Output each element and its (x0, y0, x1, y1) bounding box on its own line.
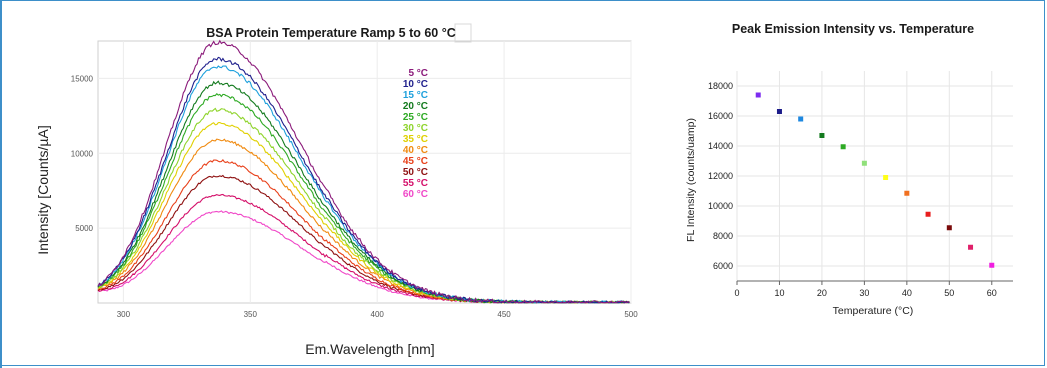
scatter-x-tick-label: 50 (944, 288, 954, 298)
spectra-x-tick-label: 500 (624, 310, 638, 319)
spectra-y-ticks: 5000 10000 15000 (71, 74, 94, 233)
frame-accent (0, 0, 2, 368)
spectra-y-tick-label: 5000 (75, 224, 93, 233)
spectra-x-ticks: 300 350 400 450 500 (117, 310, 639, 319)
spectra-curves (97, 39, 630, 304)
legend-entry: 55 °C (403, 178, 428, 189)
scatter-y-tick-label: 8000 (713, 231, 733, 241)
spectrum-line (97, 56, 630, 304)
spectra-legend: 5 °C10 °C15 °C20 °C25 °C30 °C35 °C40 °C4… (403, 68, 428, 200)
scatter-y-tick-label: 18000 (708, 81, 733, 91)
spectra-x-tick-label: 400 (371, 310, 385, 319)
scatter-y-tick-label: 12000 (708, 171, 733, 181)
spectra-x-tick-label: 350 (244, 310, 258, 319)
scatter-point (798, 116, 804, 122)
scatter-point (904, 190, 910, 196)
scatter-point (755, 92, 761, 98)
scatter-y-label: FL Intensity (counts/uamp) (685, 118, 697, 242)
legend-entry: 30 °C (403, 123, 428, 134)
scatter-y-tick-label: 16000 (708, 111, 733, 121)
scatter-point (968, 244, 974, 250)
scatter-title: Peak Emission Intensity vs. Temperature (732, 22, 974, 36)
scatter-point (989, 262, 995, 268)
legend-entry: 50 °C (403, 167, 428, 178)
scatter-x-tick-label: 0 (734, 288, 739, 298)
legend-entry: 60 °C (403, 189, 428, 200)
scatter-x-tick-label: 10 (774, 288, 784, 298)
peak-scatter-chart: 0 10 20 30 40 50 60 6000 8000 10000 12000 14000 160… (685, 22, 1013, 317)
spectra-y-tick-label: 10000 (71, 149, 94, 158)
legend-entry: 25 °C (403, 112, 428, 123)
legend-entry: 45 °C (403, 156, 428, 167)
scatter-point (925, 211, 931, 217)
spectra-y-label: Intensity [Counts/µA] (35, 125, 51, 254)
scatter-grid (736, 71, 1013, 285)
scatter-point (883, 175, 889, 180)
scatter-point (946, 225, 952, 231)
legend-entry: 35 °C (403, 134, 428, 145)
spectra-x-label: Em.Wavelength [nm] (305, 341, 434, 357)
spectra-chart: 300 350 400 450 500 5000 10000 15000 5 °C10 °C… (35, 23, 639, 357)
scatter-x-tick-label: 30 (859, 288, 869, 298)
legend-entry: 10 °C (403, 79, 428, 90)
scatter-y-tick-label: 10000 (708, 201, 733, 211)
scatter-x-label: Temperature (°C) (833, 305, 914, 317)
scatter-y-tick-label: 6000 (713, 261, 733, 271)
spectra-title: BSA Protein Temperature Ramp 5 to 60 °C (206, 26, 456, 40)
legend-entry: 5 °C (408, 68, 428, 79)
scatter-y-ticks: 6000 8000 10000 12000 14000 16000 18000 (708, 81, 733, 271)
spectrum-line (97, 39, 630, 304)
scatter-x-ticks: 0 10 20 30 40 50 60 (734, 288, 996, 298)
spectra-x-tick-label: 300 (117, 310, 131, 319)
scatter-point (861, 160, 867, 166)
scatter-y-tick-label: 14000 (708, 141, 733, 151)
scatter-point (776, 109, 782, 114)
scatter-x-tick-label: 20 (817, 288, 827, 298)
title-selection-box (454, 23, 472, 43)
spectra-y-tick-label: 15000 (71, 74, 94, 83)
legend-entry: 40 °C (403, 145, 428, 156)
legend-entry: 20 °C (403, 101, 428, 112)
legend-entry: 15 °C (403, 90, 428, 101)
spectra-grid (98, 41, 632, 303)
scatter-x-tick-label: 40 (902, 288, 912, 298)
scatter-points (755, 92, 995, 268)
scatter-x-tick-label: 60 (987, 288, 997, 298)
spectra-x-tick-label: 450 (497, 310, 511, 319)
scatter-point (840, 144, 846, 150)
scatter-point (819, 133, 825, 138)
